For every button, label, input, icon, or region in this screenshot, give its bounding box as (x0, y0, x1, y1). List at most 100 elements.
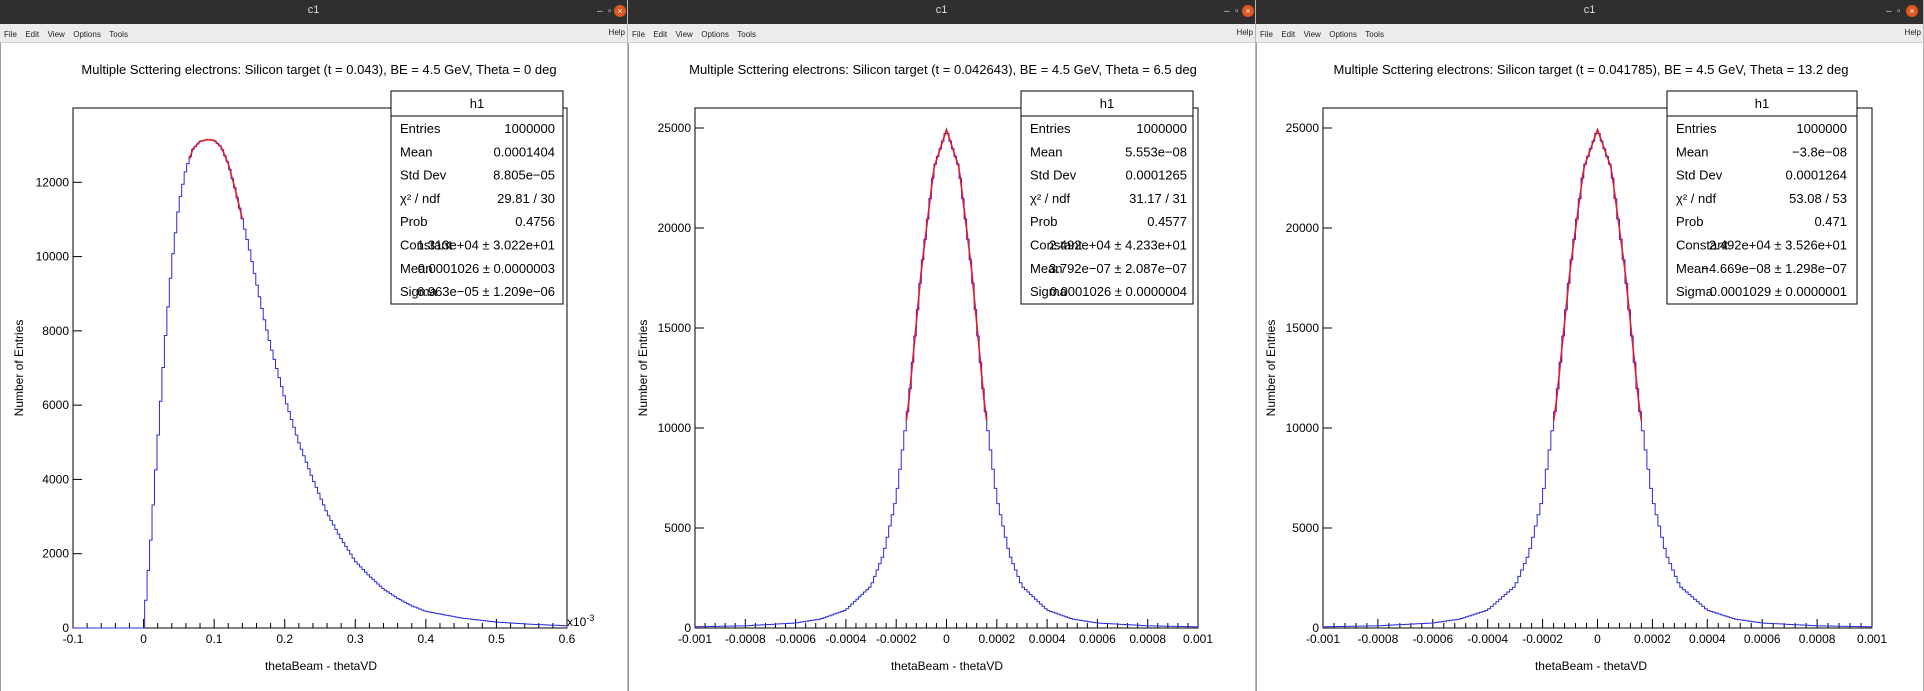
menu-tools[interactable]: Tools (109, 30, 128, 39)
stats-value: 0.0001026 ± 0.0000004 (1050, 284, 1187, 299)
menu-file[interactable]: File (1260, 30, 1273, 39)
window-title: c1 (307, 4, 320, 16)
stats-key: Entries (1030, 121, 1071, 136)
fit-curve (188, 138, 244, 220)
y-axis-label: Number of Entries (636, 320, 650, 417)
stats-key: Sigma (1030, 284, 1068, 299)
stats-box: h1 Entries 1000000 Mean 0.0001404 Std Dev 8.80… (390, 90, 564, 305)
stats-key: χ² / ndf (1030, 191, 1070, 206)
window-titlebar[interactable]: c1 – ▫ × (0, 0, 627, 24)
stats-value: 29.81 / 30 (497, 191, 555, 206)
y-tick-label: 20000 (658, 221, 692, 235)
x-tick-label: -0.0006 (1412, 632, 1453, 646)
x-tick-label: -0.1 (63, 632, 84, 646)
menu-file[interactable]: File (632, 30, 645, 39)
y-tick-label: 8000 (42, 324, 69, 338)
x-tick-label: 0.6 (559, 632, 576, 646)
stats-name: h1 (1755, 96, 1769, 111)
window-titlebar[interactable]: c1 – ▫ × (1256, 0, 1923, 24)
menu-options[interactable]: Options (701, 30, 729, 39)
x-axis-label: thetaBeam - thetaVD (1535, 659, 1647, 673)
y-tick-label: 0 (62, 621, 69, 635)
stats-box: h1 Entries 1000000 Mean −3.8e−08 Std Dev 0.000… (1666, 90, 1858, 305)
stats-value: 8.805e−05 (493, 168, 555, 183)
plot-title: Multiple Scttering electrons: Silicon ta… (689, 62, 1197, 77)
stats-name: h1 (470, 96, 484, 111)
stats-key: Std Dev (400, 168, 447, 183)
window-title: c1 (1583, 4, 1596, 16)
plot-area: -0.1 0 0.1 0.2 0.3 0.4 0.5 0.602000400060008000… (36, 107, 576, 646)
y-axis-label: Number of Entries (12, 320, 26, 417)
histogram-chart: Multiple Scttering electrons: Silicon ta… (12, 62, 594, 673)
menu-help[interactable]: Help (608, 28, 625, 37)
histogram-chart: Multiple Scttering electrons: Silicon ta… (636, 62, 1213, 673)
x-tick-label: 0.0008 (1129, 632, 1166, 646)
stats-key: Entries (1676, 121, 1717, 136)
canvas-window-2: c1 – ▫ × File Edit View Options Tools He… (628, 0, 1256, 691)
x-tick-label: 0.0004 (1029, 632, 1066, 646)
close-icon[interactable]: × (1242, 5, 1254, 17)
stats-key: Mean (1030, 261, 1063, 276)
x-tick-label: -0.0008 (725, 632, 766, 646)
stats-key: Sigma (1676, 284, 1714, 299)
x-tick-label: 0.5 (488, 632, 505, 646)
stats-key: Mean (1676, 261, 1709, 276)
menu-tools[interactable]: Tools (1365, 30, 1384, 39)
stats-value: 0.0001264 (1786, 168, 1847, 183)
stats-key: Prob (1676, 214, 1703, 229)
x-tick-label: 0.001 (1183, 632, 1213, 646)
maximize-icon[interactable]: ▫ (608, 6, 612, 17)
close-icon[interactable]: × (1906, 5, 1918, 17)
x-axis-label: thetaBeam - thetaVD (891, 659, 1003, 673)
canvas-window-3: c1 – ▫ × File Edit View Options Tools He… (1256, 0, 1924, 691)
x-tick-label: -0.0006 (775, 632, 816, 646)
menu-edit[interactable]: Edit (1281, 30, 1296, 39)
x-tick-label: -0.0002 (876, 632, 917, 646)
menu-view[interactable]: View (675, 30, 693, 39)
minimize-icon[interactable]: – (1886, 6, 1892, 17)
stats-value: 5.553e−08 (1125, 144, 1187, 159)
x-tick-label: 0 (1594, 632, 1601, 646)
stats-value: 6.963e−05 ± 1.209e−06 (417, 284, 555, 299)
y-tick-label: 15000 (658, 321, 692, 335)
y-tick-label: 25000 (658, 121, 692, 135)
stats-value: 0.0001029 ± 0.0000001 (1710, 284, 1847, 299)
x-tick-label: 0.3 (347, 632, 364, 646)
stats-value: 0.0001026 ± 0.0000003 (418, 261, 555, 276)
menu-help[interactable]: Help (1236, 28, 1253, 37)
y-tick-label: 25000 (1286, 121, 1320, 135)
stats-key: Prob (1030, 214, 1057, 229)
x-tick-label: 0.0006 (1079, 632, 1116, 646)
menu-options[interactable]: Options (73, 30, 101, 39)
window-titlebar[interactable]: c1 – ▫ × (628, 0, 1255, 24)
plot-canvas[interactable]: Multiple Scttering electrons: Silicon ta… (0, 43, 627, 691)
plot-canvas[interactable]: Multiple Scttering electrons: Silicon ta… (628, 43, 1255, 691)
stats-frame (1020, 90, 1194, 305)
minimize-icon[interactable]: – (597, 6, 603, 17)
menu-file[interactable]: File (4, 30, 17, 39)
menu-edit[interactable]: Edit (25, 30, 40, 39)
x-tick-label: -0.0004 (826, 632, 867, 646)
menu-tools[interactable]: Tools (737, 30, 756, 39)
x-multiplier-label: x10-3 (567, 613, 594, 629)
y-axis-label: Number of Entries (1264, 320, 1278, 417)
close-icon[interactable]: × (614, 5, 626, 17)
minimize-icon[interactable]: – (1224, 6, 1230, 17)
menu-edit[interactable]: Edit (653, 30, 668, 39)
plot-canvas[interactable]: Multiple Scttering electrons: Silicon ta… (1256, 43, 1923, 691)
maximize-icon[interactable]: ▫ (1897, 6, 1901, 17)
stats-key: Mean (400, 261, 433, 276)
y-tick-label: 20000 (1286, 221, 1320, 235)
menu-options[interactable]: Options (1329, 30, 1357, 39)
menu-help[interactable]: Help (1904, 28, 1921, 37)
stats-key: Std Dev (1030, 168, 1077, 183)
y-tick-label: 12000 (36, 175, 70, 189)
menu-view[interactable]: View (1303, 30, 1321, 39)
x-tick-label: 0.0002 (1634, 632, 1671, 646)
plot-area: -0.001 -0.0008 -0.0006 -0.0004 -0.0002 0 0.000… (1286, 107, 1887, 646)
maximize-icon[interactable]: ▫ (1235, 6, 1239, 17)
menu-bar: File Edit View Options Tools Help (0, 24, 627, 43)
stats-key: Std Dev (1676, 168, 1723, 183)
menu-view[interactable]: View (47, 30, 65, 39)
x-tick-label: 0.0006 (1744, 632, 1781, 646)
